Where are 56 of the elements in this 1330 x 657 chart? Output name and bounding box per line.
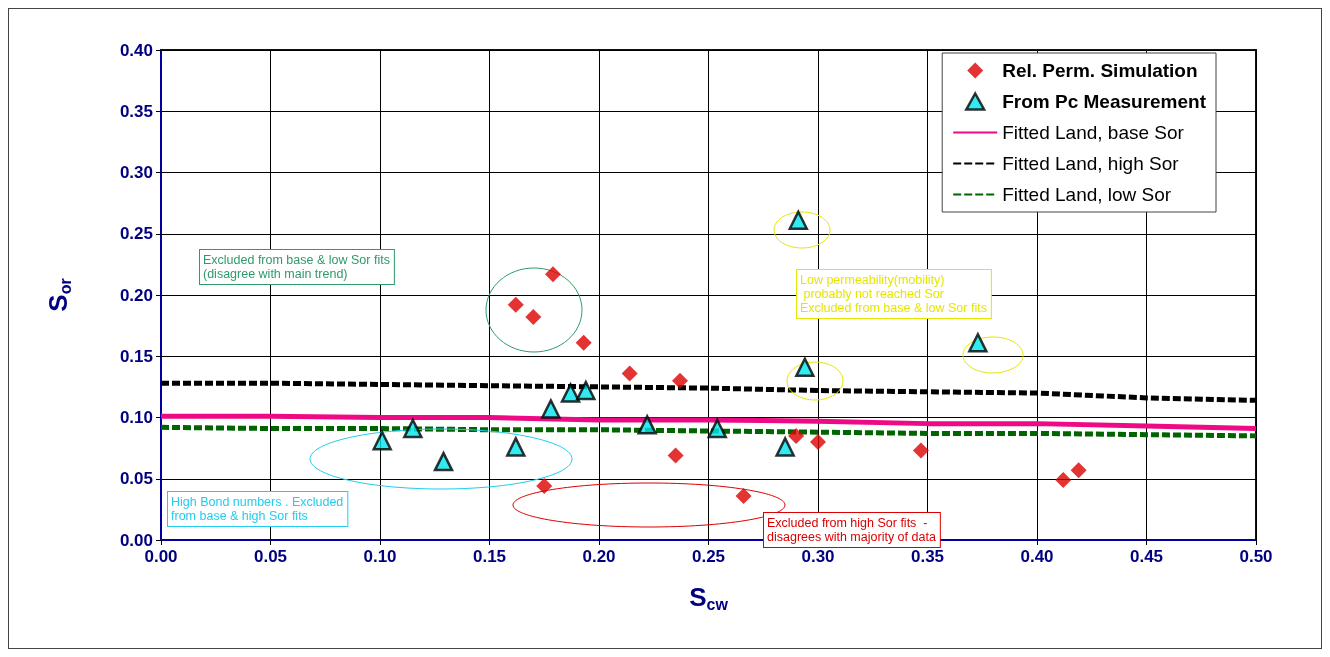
y-tick-label: 0.00 xyxy=(119,530,153,550)
point xyxy=(621,365,638,382)
annotation: Low permeability(mobility) probably not reached Sor Excluded from base & low Sor fits xyxy=(800,273,987,315)
y-tick-label: 0.15 xyxy=(119,346,153,366)
x-tick-label: 0.05 xyxy=(253,547,288,566)
x-tick-label: 0.25 xyxy=(691,547,726,566)
y-tick-label: 0.35 xyxy=(119,101,153,121)
point xyxy=(506,437,526,457)
legend-label: Fitted Land, high Sor xyxy=(1002,153,1180,174)
point xyxy=(576,380,596,401)
point xyxy=(372,431,392,451)
point xyxy=(525,309,542,326)
point xyxy=(735,487,752,504)
point xyxy=(672,372,689,389)
legend-label: Fitted Land, base Sor xyxy=(1002,122,1185,143)
point xyxy=(403,418,423,439)
legend-label: From Pc Measurement xyxy=(1002,91,1207,112)
annotation: Excluded from base & low Sor fits (disagree with main trend) xyxy=(203,253,390,281)
annotation: High Bond numbers . Excluded from base & high Sor fits xyxy=(171,495,344,523)
y-axis-title: Sor xyxy=(43,278,74,312)
point xyxy=(810,434,826,450)
point xyxy=(1070,462,1087,479)
point xyxy=(637,415,657,435)
y-tick-label: 0.30 xyxy=(119,163,153,182)
point xyxy=(788,427,805,444)
x-tick-label: 0.50 xyxy=(1239,547,1273,566)
x-tick-label: 0.30 xyxy=(801,547,835,566)
x-tick-label: 0.45 xyxy=(1129,547,1164,566)
y-tick-label: 0.40 xyxy=(119,40,153,60)
x-tick-label: 0.10 xyxy=(363,547,397,566)
y-tick-label: 0.25 xyxy=(119,224,153,244)
y-tick-label: 0.20 xyxy=(119,285,153,305)
point xyxy=(1055,471,1072,488)
x-tick-label: 0.20 xyxy=(582,547,616,566)
point xyxy=(775,437,795,457)
point xyxy=(536,478,553,495)
point xyxy=(912,442,929,459)
y-tick-label: 0.05 xyxy=(119,469,153,489)
x-tick-label: 0.35 xyxy=(910,547,945,566)
point xyxy=(560,383,581,403)
point xyxy=(433,451,454,472)
legend-label: Rel. Perm. Simulation xyxy=(1002,60,1198,81)
point xyxy=(541,399,561,419)
legend-label: Fitted Land, low Sor xyxy=(1002,184,1172,205)
point xyxy=(795,357,815,378)
x-tick-label: 0.40 xyxy=(1020,547,1054,566)
x-tick-label: 0.00 xyxy=(144,547,178,566)
point xyxy=(667,447,684,464)
point xyxy=(707,418,728,439)
point xyxy=(575,334,592,351)
x-tick-label: 0.15 xyxy=(472,547,507,566)
y-tick-label: 0.10 xyxy=(119,408,153,427)
point xyxy=(545,266,562,283)
point xyxy=(507,296,524,313)
point xyxy=(968,333,988,353)
annotation: Excluded from high Sor fits - disagrees with majority of data xyxy=(767,516,936,544)
